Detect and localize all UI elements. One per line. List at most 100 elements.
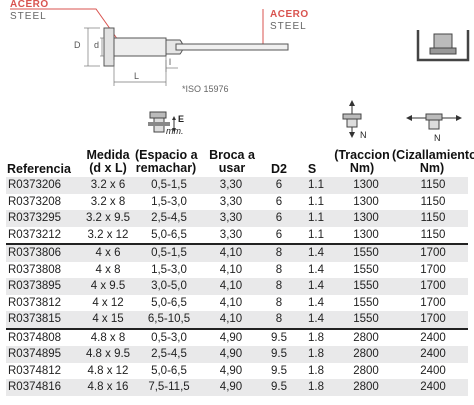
cell-cizallamiento: 1700: [420, 263, 446, 276]
cell-referencia: R0373895: [6, 278, 80, 295]
cell-espacio: 1,5-3,0: [151, 195, 187, 208]
cell-d2: 6: [275, 228, 283, 241]
shear-icon: [406, 113, 462, 130]
cell-espacio: 7,5-11,5: [136, 379, 202, 396]
cell-traccion: 2800: [353, 364, 379, 377]
cell-cizallamiento: 1700: [398, 278, 468, 295]
table-row: R0374816 4.8 x 16 7,5-11,5 4,90 9.5 1.8 2800 24…: [6, 379, 468, 396]
cell-cizallamiento: 2400: [420, 364, 446, 377]
rivet-diagram: ACERO STEEL ACERO STEEL D d L l *ISO 159…: [0, 0, 474, 100]
cell-referencia: R0373206: [6, 177, 80, 194]
cell-broca: 3,30: [202, 177, 260, 194]
table-row: R0373806 4 x 6 0,5-1,5 4,10 8 1.4 1550 1700: [6, 243, 468, 262]
table-row: R0373812 4 x 12 5,0-6,5 4,10 8 1.4 1550 1700: [6, 295, 468, 312]
cell-broca: 4,10: [202, 278, 260, 295]
grip-range-icon: [148, 111, 176, 133]
cell-broca: 4,90: [202, 327, 260, 346]
cell-d2: 6: [260, 177, 298, 194]
cell-referencia: R0374808: [6, 327, 80, 346]
cell-medida: 4.8 x 16: [80, 379, 136, 396]
col-header-s: S: [307, 162, 317, 176]
cell-traccion: 1300: [353, 228, 379, 241]
cell-broca: 4,10: [219, 296, 243, 309]
grip-unit: mm.: [166, 126, 184, 136]
cell-s: 1.4: [298, 243, 334, 262]
grip-letter: E: [178, 114, 185, 124]
cell-traccion: 1550: [334, 243, 398, 262]
cell-broca: 3,30: [219, 228, 243, 241]
cell-espacio: 0,5-3,0: [136, 327, 202, 346]
cell-medida: 4 x 12: [92, 296, 124, 309]
table-row: R0374895 4.8 x 9.5 2,5-4,5 4,90 9.5 1.8 2800 24…: [6, 346, 468, 363]
dimension-d-label: d: [94, 40, 100, 50]
cell-d2: 9.5: [260, 379, 298, 396]
cell-s: 1.1: [298, 177, 334, 194]
cell-traccion: 1550: [334, 311, 398, 329]
material-label-left: ACERO: [10, 0, 49, 10]
cell-referencia: R0373295: [6, 210, 80, 227]
cell-medida: 4 x 6: [80, 243, 136, 262]
cell-s: 1.8: [308, 364, 324, 377]
cell-medida: 4 x 8: [95, 263, 121, 276]
cell-cizallamiento: 1150: [420, 195, 446, 208]
cell-cizallamiento: 1700: [398, 311, 468, 329]
table-row: R0373808 4 x 8 1,5-3,0 4,10 8 1.4 1550 1700: [6, 262, 468, 279]
material-sublabel-left: STEEL: [10, 11, 47, 22]
col-header-traccion: (Traccion Nm): [334, 148, 390, 175]
cell-traccion: 1550: [353, 296, 379, 309]
iso-standard-label: *ISO 15976: [182, 84, 229, 94]
cell-broca: 4,10: [219, 263, 243, 276]
cell-traccion: 1550: [353, 263, 379, 276]
cell-espacio: 5,0-6,5: [151, 228, 187, 241]
cell-referencia: R0373815: [6, 311, 80, 329]
cell-cizallamiento: 2400: [398, 346, 468, 363]
cell-d2: 8: [260, 243, 298, 262]
cell-traccion: 1300: [353, 195, 379, 208]
cell-d2: 8: [260, 278, 298, 295]
cell-cizallamiento: 1150: [398, 177, 468, 194]
material-sublabel-right: STEEL: [270, 21, 307, 32]
col-header-d2: D2: [271, 162, 287, 176]
cell-s: 1.4: [308, 263, 324, 276]
table-row: R0374812 4.8 x 12 5,0-6,5 4,90 9.5 1.8 2800 240…: [6, 363, 468, 380]
tension-unit: N: [360, 130, 367, 140]
cell-espacio: 0,5-1,5: [136, 243, 202, 262]
cell-referencia: R0373812: [8, 296, 62, 309]
cell-d2: 9.5: [260, 327, 298, 346]
cell-medida: 3.2 x 8: [90, 195, 126, 208]
cell-medida: 3.2 x 6: [80, 177, 136, 194]
table-header: E mm. N N Referencia Medida (d x L) (Espa…: [0, 100, 474, 177]
cell-broca: 4,90: [202, 346, 260, 363]
cell-medida: 4.8 x 9.5: [80, 346, 136, 363]
cell-referencia: R0373806: [6, 243, 80, 262]
cell-broca: 4,90: [219, 364, 243, 377]
cell-traccion: 2800: [334, 379, 398, 396]
cell-espacio: 5,0-6,5: [151, 364, 187, 377]
col-header-broca: Broca a usar: [209, 148, 255, 175]
cell-traccion: 2800: [334, 346, 398, 363]
col-header-medida: Medida (d x L): [86, 148, 130, 175]
cell-d2: 9.5: [260, 346, 298, 363]
shear-unit: N: [434, 133, 441, 143]
cell-referencia: R0373808: [8, 263, 62, 276]
cell-traccion: 1300: [334, 210, 398, 227]
cell-referencia: R0374812: [8, 364, 62, 377]
material-label-right: ACERO: [270, 9, 309, 20]
table-row: R0373208 3.2 x 8 1,5-3,0 3,30 6 1.1 1300 1150: [6, 194, 468, 211]
cell-d2: 9.5: [271, 364, 287, 377]
cell-broca: 4,10: [202, 243, 260, 262]
table-row: R0373295 3.2 x 9.5 2,5-4,5 3,30 6 1.1 1300 1150: [6, 210, 468, 227]
rivet-spec-table: R0373206 3.2 x 6 0,5-1,5 3,30 6 1.1 1300 1150 R0…: [6, 177, 468, 396]
cell-referencia: R0374895: [6, 346, 80, 363]
rivet-installed-icon: [416, 30, 470, 62]
col-header-referencia: Referencia: [7, 162, 71, 176]
cell-traccion: 1300: [334, 177, 398, 194]
cell-d2: 8: [275, 263, 283, 276]
cell-medida: 3.2 x 12: [87, 228, 129, 241]
cell-medida: 4 x 15: [80, 311, 136, 329]
cell-referencia: R0374816: [6, 379, 80, 396]
cell-espacio: 0,5-1,5: [136, 177, 202, 194]
cell-s: 1.4: [298, 278, 334, 295]
cell-traccion: 2800: [334, 327, 398, 346]
table-row: R0373212 3.2 x 12 5,0-6,5 3,30 6 1.1 1300 1150: [6, 227, 468, 245]
